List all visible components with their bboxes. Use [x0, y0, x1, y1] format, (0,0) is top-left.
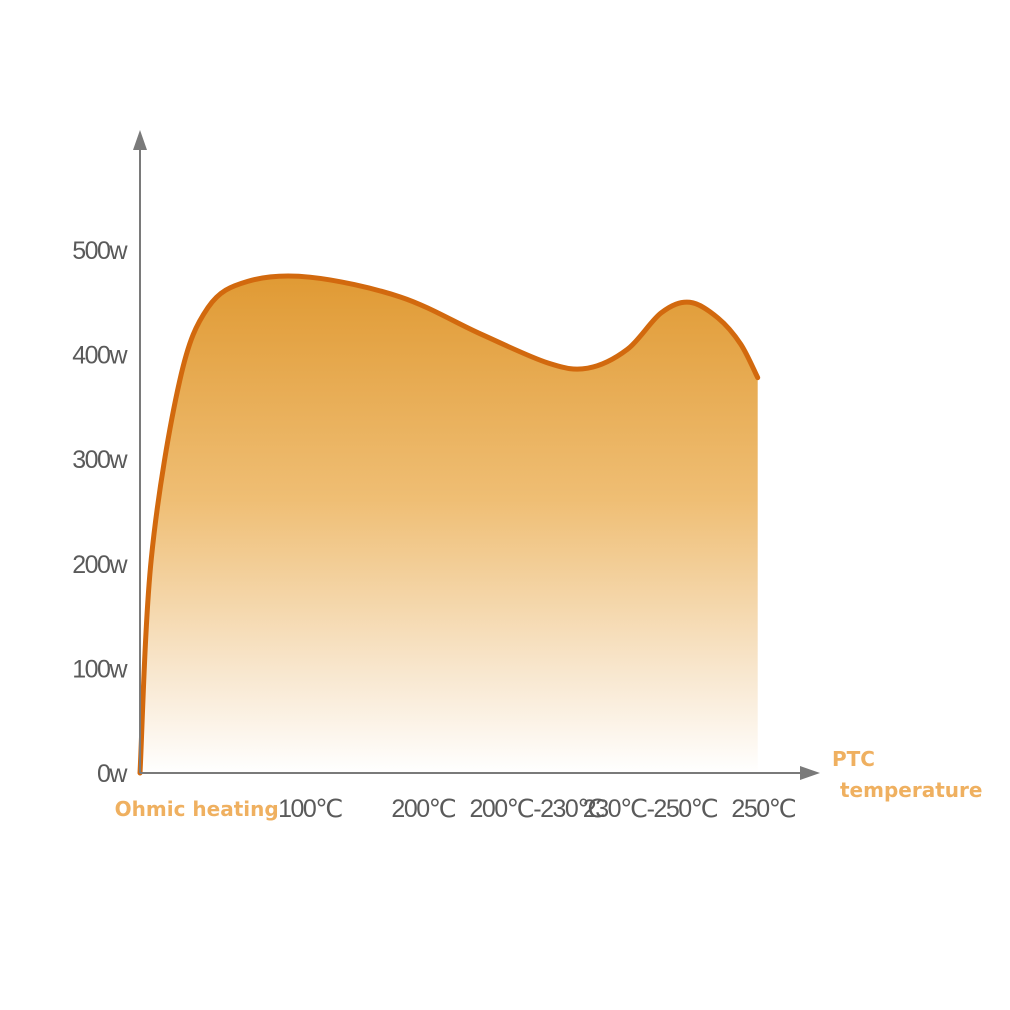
- y-tick-label: 0w: [97, 760, 128, 788]
- x-axis-label-line2: temperature: [840, 778, 982, 802]
- y-tick-label: 200w: [72, 551, 128, 579]
- x-tick-label-ohmic-heating: Ohmic heating: [115, 797, 279, 821]
- x-axis-arrow: [800, 766, 820, 780]
- area-fill: [140, 275, 758, 773]
- y-axis-arrow: [133, 130, 147, 150]
- x-axis: [140, 766, 820, 780]
- series-line: [137, 273, 761, 776]
- x-axis-label-line1: PTC: [832, 747, 875, 771]
- y-tick-label: 300w: [72, 446, 128, 474]
- y-axis: [133, 130, 147, 773]
- x-tick-label: 200℃: [391, 795, 455, 823]
- y-tick-labels: 0w 100w 200w 300w 400w 500w: [72, 237, 130, 788]
- y-tick-label: 100w: [72, 655, 128, 683]
- x-tick-label: 100℃: [278, 795, 342, 823]
- y-tick-label: 500w: [72, 237, 128, 265]
- y-tick-label: 400w: [72, 342, 128, 370]
- x-tick-label: 200℃-230℃: [469, 795, 604, 823]
- x-tick-label: 230℃-250℃: [583, 795, 718, 823]
- x-tick-label: 250℃: [731, 795, 795, 823]
